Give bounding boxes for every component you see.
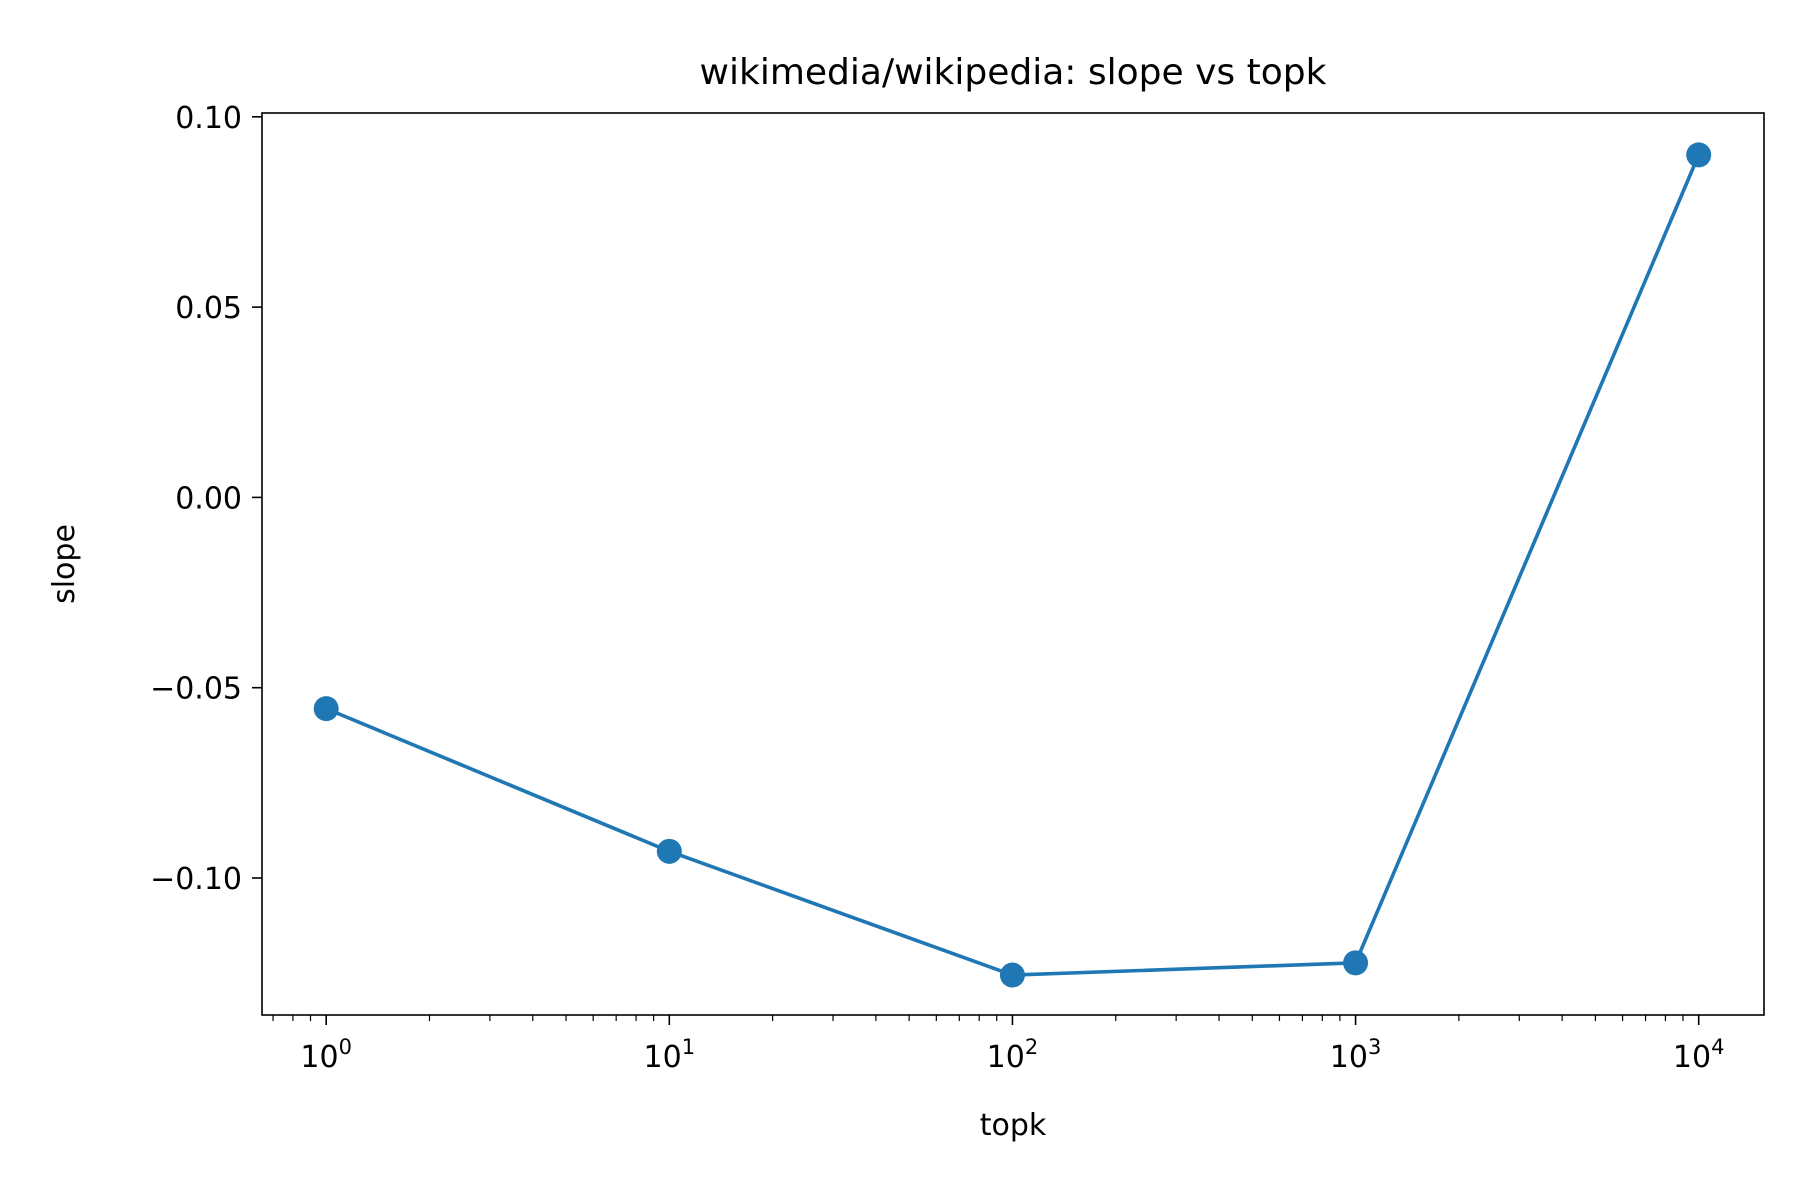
x-tick-base: 10 [644,1040,682,1075]
y-tick-label: 0.05 [175,291,242,326]
y-tick-label: −0.05 [150,672,242,707]
series-layer [313,142,1712,988]
y-tick-label: 0.10 [175,101,242,136]
chart-title: wikimedia/wikipedia: slope vs topk [700,52,1327,93]
x-tick-label: 104 [1673,1035,1725,1075]
x-tick-exponent: 0 [339,1035,352,1059]
x-tick-exponent: 1 [682,1035,695,1059]
axes-border [261,112,1765,1016]
x-tick-base: 10 [300,1040,338,1075]
data-point [999,962,1025,988]
y-axis-ticks: 0.10 0.05 0.00 −0.05 −0.10 [150,101,262,897]
x-tick-base: 10 [1673,1040,1711,1075]
data-point [1343,950,1369,976]
x-tick-exponent: 4 [1711,1035,1724,1059]
y-axis-label: slope [47,524,82,604]
x-tick-label: 101 [644,1035,696,1075]
x-tick-exponent: 2 [1025,1035,1038,1059]
x-tick-base: 10 [987,1040,1025,1075]
x-axis-label: topk [980,1108,1047,1143]
x-tick-exponent: 3 [1368,1035,1381,1059]
x-tick-label: 103 [1330,1035,1382,1075]
data-point [1686,142,1712,168]
x-tick-label: 100 [300,1035,352,1075]
y-tick-label: 0.00 [175,481,242,516]
x-tick-base: 10 [1330,1040,1368,1075]
plot-area [262,113,1764,1015]
x-tick-label: 102 [987,1035,1039,1075]
x-axis-ticks: 100 101 102 103 104 [272,1015,1725,1075]
data-point [656,838,682,864]
plot-frame [262,113,1764,1015]
y-tick-label: −0.10 [150,862,242,897]
data-point [313,696,339,722]
